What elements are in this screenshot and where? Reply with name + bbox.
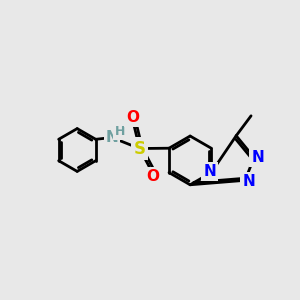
Text: N: N: [251, 150, 264, 165]
Text: N: N: [203, 164, 216, 178]
Text: O: O: [126, 110, 139, 125]
Text: S: S: [134, 140, 146, 158]
Text: H: H: [115, 125, 125, 138]
Text: N: N: [106, 130, 118, 145]
Text: N: N: [242, 174, 255, 189]
Text: O: O: [146, 169, 160, 184]
